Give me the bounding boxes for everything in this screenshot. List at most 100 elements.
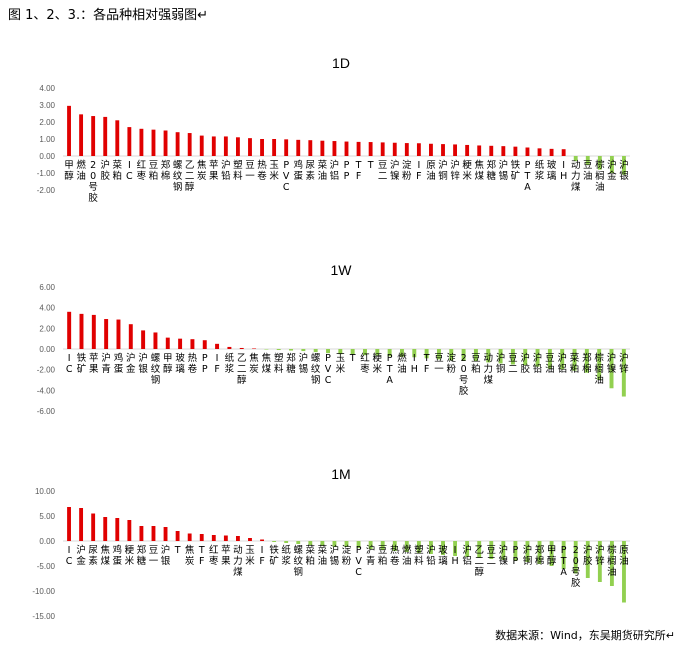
chart-1d-category-label: 沪锌: [450, 159, 460, 182]
chart-1w-category-label: 铁矿: [77, 352, 87, 375]
chart-1d-category-label: 玉米: [269, 160, 279, 182]
chart-1w-y-tick-label: -2.00: [37, 366, 56, 375]
chart-1w-bar: [301, 349, 306, 352]
chart-1m-bar: [561, 541, 566, 569]
chart-1m-bar: [151, 526, 156, 541]
chart-1d-bar: [199, 135, 204, 156]
chart-1w-category-label: 纸浆: [225, 352, 235, 375]
chart-1m-bar: [91, 513, 96, 541]
chart-1d-bar: [441, 144, 445, 156]
chart-1w-bar: [215, 343, 220, 349]
chart-1d-y-tick-label: 4.00: [39, 84, 55, 93]
chart-1m-category-label: 沪铝: [462, 544, 472, 567]
chart-1m-category-label: 乙二醇: [474, 545, 484, 578]
chart-1m-bar: [525, 541, 530, 562]
chart-1w-category-label: 乙二醇: [237, 353, 247, 386]
chart-1d-category-label: 原油: [426, 160, 436, 182]
chart-1w-bar: [449, 349, 454, 361]
figure-caption: 图 1、2、3.：各品种相对强弱图↵: [8, 8, 208, 23]
chart-1w-bar: [239, 347, 244, 349]
chart-1m-bar: [392, 541, 397, 551]
chart-1w-y-tick-label: -4.00: [37, 386, 56, 395]
chart-1w-category-label: 沪镍: [607, 352, 617, 375]
chart-1w-bar: [338, 349, 343, 355]
chart-1w-category-label: 沪青: [101, 352, 111, 375]
chart-1w-bar: [572, 349, 577, 371]
chart-1w-bar: [621, 349, 626, 397]
chart-1d-bar: [380, 142, 385, 156]
chart-1m-category-label: 纸浆: [281, 544, 291, 567]
chart-1m-bar: [537, 541, 542, 564]
chart-1m-category-label: 螺纹钢: [293, 545, 303, 578]
chart-1m-bar: [103, 517, 108, 541]
chart-1d-bar: [127, 127, 132, 156]
chart-1m-category-label: 沪青: [366, 544, 376, 567]
chart-1m-category-label: 菜油: [318, 544, 328, 567]
chart-1m-bar: [513, 541, 518, 561]
chart-1d-bar: [91, 116, 96, 156]
chart-1m-bar: [356, 541, 361, 548]
chart-1w-bar: [276, 349, 281, 351]
chart-1m-category-label: 铁矿: [269, 544, 279, 567]
chart-1d-category-label: 沪镍: [390, 159, 400, 182]
chart-1w-bar: [326, 349, 330, 354]
chart-1w-bar: [436, 349, 441, 360]
chart-1d-category-label: 尿素: [306, 160, 316, 182]
chart-1w-bar: [252, 348, 257, 349]
chart-1w-bar: [104, 319, 109, 349]
chart-1w-bar: [190, 339, 195, 349]
chart-1w-category-label: 郑糖: [286, 352, 296, 375]
chart-1w-bar: [387, 349, 392, 357]
chart-1m-category-label: 原油: [619, 545, 629, 567]
chart-1d-bar: [260, 139, 264, 156]
chart-1m-bar: [260, 539, 264, 541]
chart-1w-bar: [375, 349, 380, 356]
chart-1d-bar: [368, 142, 373, 156]
chart-1d-category-label: 铁矿: [511, 159, 521, 182]
chart-1w-bar: [609, 349, 614, 389]
chart-1m-category-label: 尿素: [88, 545, 98, 567]
chart-1m-svg: 1M 10.00 5.00 0.00 -5.00 -10.00 -15.00 I C沪金尿素焦煤…: [32, 466, 630, 621]
chart-1d-category-label: 燃油: [76, 159, 86, 182]
chart-1w-category-label: 塑料: [274, 353, 284, 375]
chart-1w-category-label: 沪胶: [520, 352, 530, 375]
chart-1m-y-tick-label: -5.00: [37, 562, 56, 571]
chart-1w-bar: [560, 349, 565, 370]
chart-1m-category-label: 沪铜: [523, 544, 533, 567]
chart-1w-bar: [473, 349, 478, 362]
chart-1m-category-label: 焦炭: [185, 544, 195, 567]
chart-1m-category-label: 塑料: [414, 545, 424, 567]
chart-1d-category-label: 螺纹钢: [173, 160, 183, 193]
chart-1d-y-tick-label: -2.00: [37, 186, 56, 195]
chart-1d-bar: [67, 105, 71, 156]
chart-1d-category-label: 沪锡: [499, 159, 509, 182]
chart-1d-title: 1D: [332, 55, 350, 71]
chart-1m-category-label: 棕榈油: [607, 544, 617, 578]
chart-1d-bar: [320, 140, 325, 156]
chart-1m-bar: [308, 541, 313, 545]
chart-1d-category-label: 豆二: [378, 160, 388, 182]
chart-1d-category-label: 动力煤: [571, 160, 581, 193]
chart-1m-bar: [127, 520, 132, 541]
chart-1m-category-label: 沪银: [161, 544, 171, 567]
chart-1m-category-label: 郑棉: [535, 544, 545, 567]
source-note: 数据来源：Wind，东吴期货研究所↵: [495, 629, 675, 642]
chart-1m-category-label: 粳米: [125, 544, 135, 567]
chart-1d-y-tick-label: 0.00: [39, 152, 55, 161]
chart-1m-y-tick-label: -15.00: [32, 612, 55, 621]
chart-1d-y-tick-label: 1.00: [39, 135, 55, 144]
chart-1w-category-label: 沪锡: [299, 352, 309, 375]
chart-1w-bar: [350, 349, 355, 355]
chart-1d-category-label: 纸浆: [535, 159, 545, 182]
chart-1d-bar: [296, 139, 301, 156]
